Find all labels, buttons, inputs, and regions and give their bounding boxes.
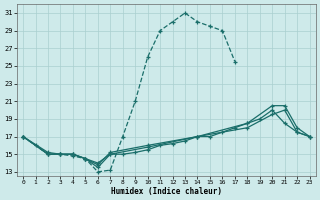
X-axis label: Humidex (Indice chaleur): Humidex (Indice chaleur) [111, 187, 222, 196]
